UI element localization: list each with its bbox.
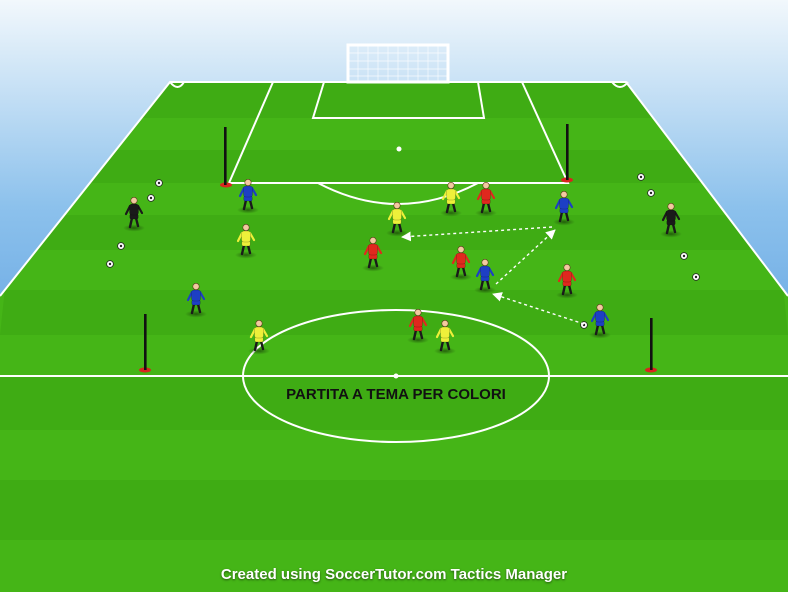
grass-stripe [89,150,703,183]
player-blue [185,282,207,318]
drill-title: PARTITA A TEMA PER COLORI [286,386,506,403]
pass-arrow [401,226,553,242]
corner-arc-left [169,81,185,88]
player-yellow [434,319,456,355]
ball-icon [637,173,645,181]
centre-circle [242,309,550,443]
player-goalkeeper [660,203,682,238]
ball-icon [155,179,163,187]
goal-area [311,81,486,119]
player-goalkeeper [123,197,145,232]
ball-icon [647,189,655,197]
pass-arrow [492,292,585,325]
corner-arc-right [611,81,629,88]
ball-icon [692,273,700,281]
player-red [450,246,472,281]
balls [106,173,700,329]
grass-field [0,82,788,592]
pole-bottom-left [139,314,151,373]
ball-icon [680,252,688,260]
footer-credit: Created using SoccerTutor.com Tactics Ma… [220,566,568,583]
poles [139,124,657,373]
player-yellow [248,319,270,355]
goal [346,43,450,84]
ball-icon [117,242,125,250]
ball-icon [106,260,114,268]
pass-arrows [401,226,585,325]
player-yellow [440,182,462,217]
player-red [407,308,429,344]
pass-arrow [495,229,556,285]
grass-stripe [0,376,788,430]
ball-icon [147,194,155,202]
pole-top-right [561,124,573,183]
goal-net [348,45,448,82]
player-red [475,182,497,217]
player-yellow [386,202,408,237]
penalty-spot [396,146,402,152]
centre-spot [393,373,399,379]
players [123,179,682,355]
player-blue [474,258,496,294]
player-red [556,263,578,299]
player-blue [589,303,611,339]
pole-top-left [220,127,232,188]
pole-bottom-right [645,318,657,373]
player-blue [237,179,259,214]
player-blue [553,191,575,226]
player-red [362,237,384,272]
grass-stripe [0,290,788,335]
grass-stripe [141,82,654,118]
player-yellow [235,224,257,259]
grass-stripe [0,480,788,540]
penalty-box [227,81,570,184]
